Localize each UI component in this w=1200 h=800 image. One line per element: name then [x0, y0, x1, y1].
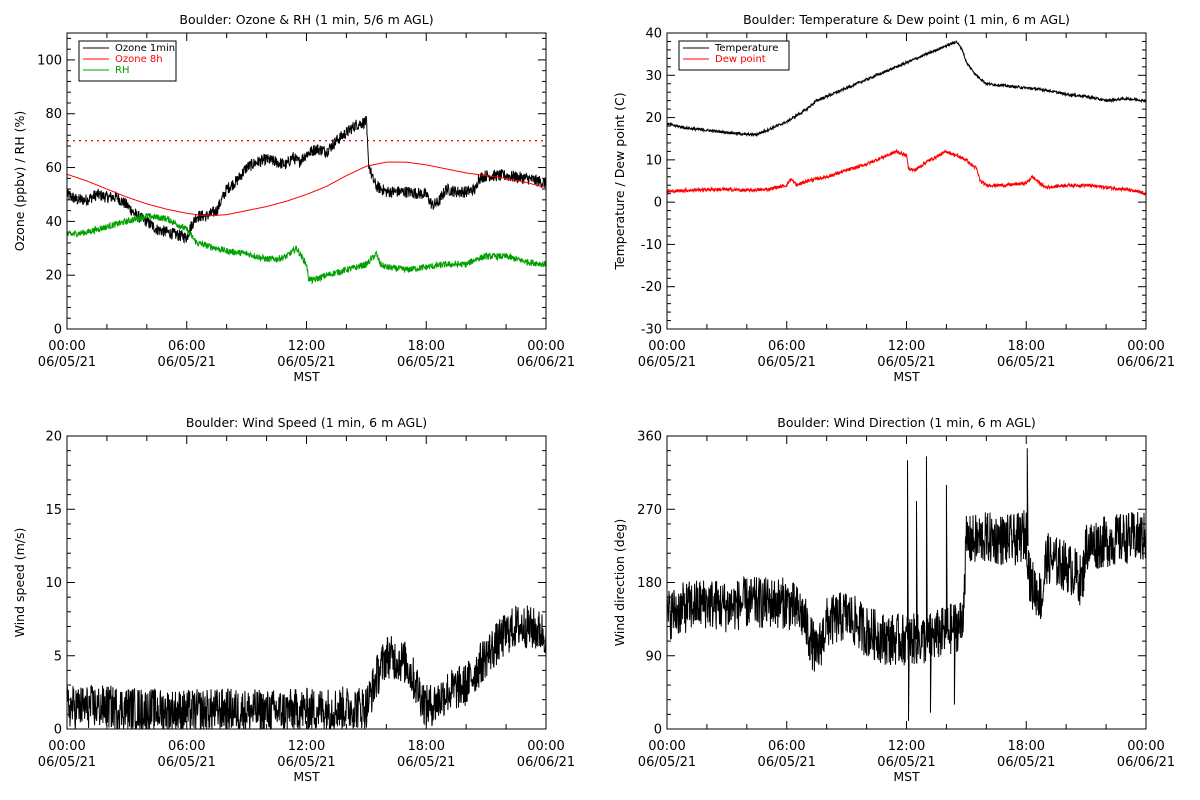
panel-3-xtick-date: 06/05/21	[638, 755, 696, 770]
panel-1-ytick-label: 10	[645, 153, 662, 168]
panel-0-xtick-date: 06/05/21	[397, 355, 455, 370]
panel-2-xlabel: MST	[293, 769, 320, 784]
panel-3-xtick-date: 06/05/21	[758, 755, 816, 770]
panel-0-legend-entry-ozone-8h: Ozone 8h	[115, 54, 163, 65]
panel-2-xtick-time: 00:00	[48, 739, 85, 754]
panel-0-xtick-time: 06:00	[168, 339, 205, 354]
panel-0-ytick-label: 20	[45, 269, 62, 284]
panel-1-xlabel: MST	[893, 369, 920, 384]
panel-0-ytick-label: 80	[45, 107, 62, 122]
panel-2-xtick-time: 18:00	[408, 739, 445, 754]
panel-2-ytick-label: 20	[45, 430, 62, 445]
panel-2-xtick-date: 06/05/21	[397, 755, 455, 770]
panel-1-ytick-label: -10	[641, 238, 662, 253]
panel-1-xtick-date: 06/05/21	[758, 355, 816, 370]
panel-1-ylabel: Temperature / Dew point (C)	[612, 92, 627, 270]
panel-0-legend-entry-rh: RH	[115, 65, 129, 76]
panel-0-ytick-label: 40	[45, 215, 62, 230]
panel-1-legend-entry-temperature: Temperature	[714, 43, 778, 54]
panel-1-plot-frame	[666, 32, 1147, 330]
panel-1-xtick-time: 00:00	[648, 339, 685, 354]
panel-wind-direction: Boulder: Wind Direction (1 min, 6 m AGL)…	[612, 415, 1175, 784]
panel-0-series-rh	[67, 212, 546, 285]
panel-3-xtick-date: 06/06/21	[1117, 755, 1175, 770]
panel-0-xtick-date: 06/06/21	[517, 355, 575, 370]
panel-1-xtick-date: 06/05/21	[877, 355, 935, 370]
panel-0-series-ozone-8h	[67, 161, 546, 217]
panel-1-legend	[678, 40, 790, 71]
panel-1-xtick-time: 12:00	[888, 339, 925, 354]
panel-2-ytick-label: 10	[45, 576, 62, 591]
panel-0-xtick-time: 00:00	[527, 339, 564, 354]
panel-2-title: Boulder: Wind Speed (1 min, 6 m AGL)	[186, 415, 427, 430]
panel-0-series-ozone-1min	[67, 116, 546, 244]
panel-3-ytick-label: 360	[637, 430, 662, 445]
panel-2-xtick-date: 06/06/21	[517, 755, 575, 770]
panel-3-xtick-time: 18:00	[1008, 739, 1045, 754]
panel-0-xtick-time: 12:00	[288, 339, 325, 354]
panel-1-xtick-time: 00:00	[1127, 339, 1164, 354]
panel-3-ytick-label: 90	[645, 649, 662, 664]
panel-2-xtick-date: 06/05/21	[277, 755, 335, 770]
panel-0-legend-entry-ozone-1min: Ozone 1min	[115, 43, 175, 54]
panel-2-series-line	[67, 605, 546, 729]
panel-3-ytick-label: 180	[637, 576, 662, 591]
panel-0-xtick-time: 18:00	[408, 339, 445, 354]
panel-3-ytick-label: 270	[637, 503, 662, 518]
panel-1-ytick-label: 40	[645, 27, 662, 42]
panel-3-title: Boulder: Wind Direction (1 min, 6 m AGL)	[777, 415, 1035, 430]
panel-temperature-dewpoint: Boulder: Temperature & Dew point (1 min,…	[612, 12, 1175, 384]
panel-2-ylabel: Wind speed (m/s)	[12, 528, 27, 638]
panel-0-title: Boulder: Ozone & RH (1 min, 5/6 m AGL)	[179, 12, 433, 27]
panel-3-xtick-time: 06:00	[768, 739, 805, 754]
panel-1-ytick-label: 0	[654, 196, 662, 211]
panel-3-xtick-time: 12:00	[888, 739, 925, 754]
panel-3-xtick-time: 00:00	[1127, 739, 1164, 754]
panel-ozone-rh: Boulder: Ozone & RH (1 min, 5/6 m AGL) 0 2…	[12, 12, 575, 384]
panel-2-xtick-time: 00:00	[527, 739, 564, 754]
panel-2-plot-frame	[66, 435, 547, 730]
panel-0-ytick-label: 100	[37, 53, 62, 68]
panel-1-xtick-time: 06:00	[768, 339, 805, 354]
panel-1-series-temperature	[667, 40, 1146, 138]
panel-wind-speed: Boulder: Wind Speed (1 min, 6 m AGL) 0 5 10…	[12, 415, 575, 784]
panel-2-xtick-time: 06:00	[168, 739, 205, 754]
panel-1-xtick-date: 06/05/21	[638, 355, 696, 370]
panel-0-xlabel: MST	[293, 369, 320, 384]
panel-1-xtick-date: 06/05/21	[997, 355, 1055, 370]
panel-0-xtick-date: 06/05/21	[158, 355, 216, 370]
panel-1-xtick-time: 18:00	[1008, 339, 1045, 354]
panel-1-ytick-label: -30	[641, 323, 662, 338]
panel-0-ytick-label: 60	[45, 161, 62, 176]
panel-2-xtick-date: 06/05/21	[158, 755, 216, 770]
panel-1-series-dew-point	[667, 148, 1146, 196]
panel-2-xtick-time: 12:00	[288, 739, 325, 754]
panel-0-xtick-date: 06/05/21	[277, 355, 335, 370]
panel-1-title: Boulder: Temperature & Dew point (1 min,…	[743, 12, 1070, 27]
panel-2-xtick-date: 06/05/21	[38, 755, 96, 770]
panel-1-xtick-date: 06/06/21	[1117, 355, 1175, 370]
panel-0-xtick-date: 06/05/21	[38, 355, 96, 370]
panel-3-xtick-time: 00:00	[648, 739, 685, 754]
panel-0-ylabel: Ozone (ppbv) / RH (%)	[12, 111, 27, 251]
panel-0-xtick-time: 00:00	[48, 339, 85, 354]
panel-2-ytick-label: 5	[54, 649, 62, 664]
panel-2-ytick-label: 0	[54, 723, 62, 738]
panel-3-ytick-label: 0	[654, 723, 662, 738]
panel-3-xtick-date: 06/05/21	[997, 755, 1055, 770]
panel-3-ylabel: Wind direction (deg)	[612, 519, 627, 646]
panel-1-ytick-label: 30	[645, 69, 662, 84]
panel-1-legend-entry-dew-point: Dew point	[715, 54, 766, 65]
panel-0-ytick-label: 0	[54, 323, 62, 338]
panel-2-ytick-label: 15	[45, 503, 62, 518]
panel-1-ytick-label: 20	[645, 111, 662, 126]
panel-0-plot-frame	[66, 32, 547, 330]
panel-3-xlabel: MST	[893, 769, 920, 784]
panel-3-xtick-date: 06/05/21	[877, 755, 935, 770]
panel-1-ytick-label: -20	[641, 280, 662, 295]
panel-3-plot-frame	[666, 435, 1147, 730]
panel-3-series-line	[667, 448, 1146, 721]
